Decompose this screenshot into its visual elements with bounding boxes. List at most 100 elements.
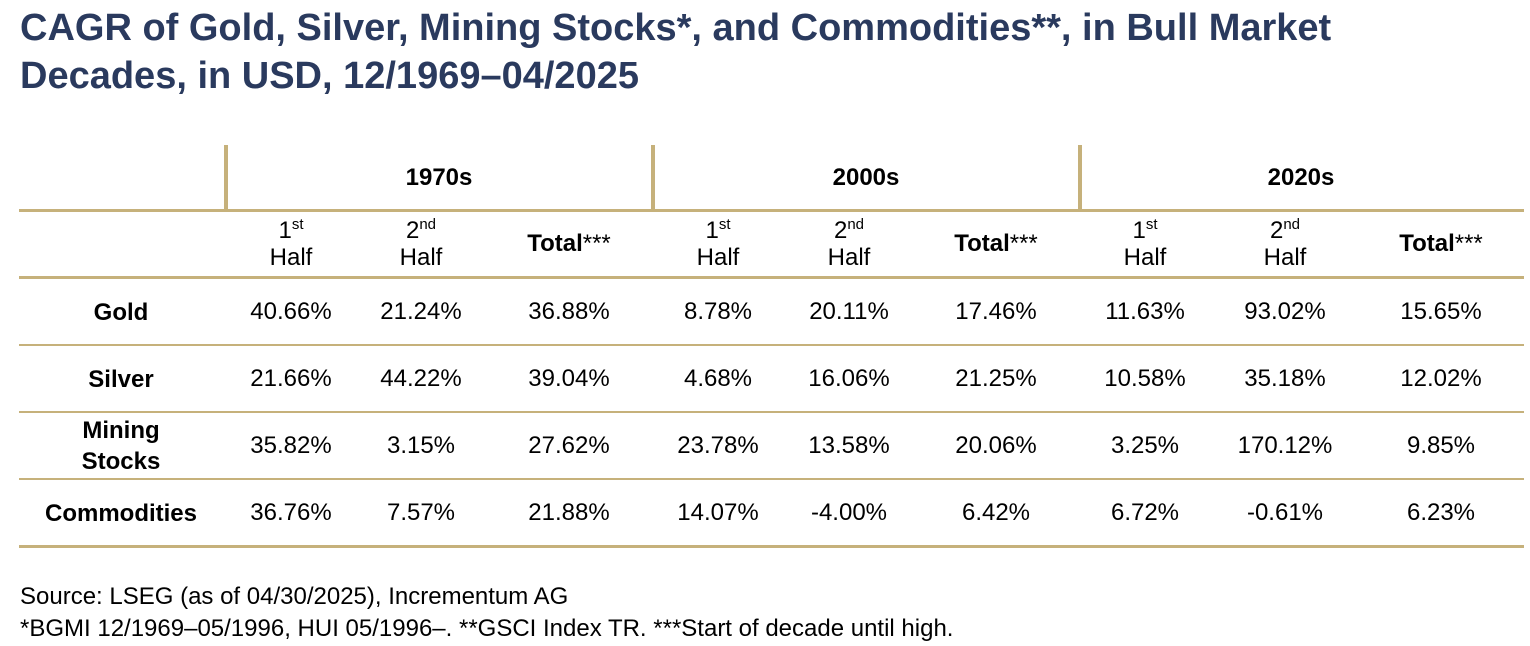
table-cell: 36.88% <box>528 298 610 325</box>
row-label: Gold <box>20 280 222 344</box>
table-cell: 44.22% <box>380 365 462 392</box>
table-rule <box>19 545 1524 548</box>
table-cell: 21.66% <box>250 365 332 392</box>
table-cell: 6.72% <box>1110 499 1180 526</box>
row-label: Silver <box>20 347 222 411</box>
half-word: Half <box>696 244 740 271</box>
ordinal-number: 2 <box>405 217 420 244</box>
ordinal-suffix: st <box>1145 216 1158 233</box>
subheader-first-half: 1st Half <box>221 212 361 276</box>
half-word: Half <box>269 244 313 271</box>
table-cell: 3.25% <box>1110 432 1180 459</box>
ordinal-suffix: nd <box>419 216 437 233</box>
table-cell: -0.61% <box>1246 499 1324 526</box>
ordinal-suffix: nd <box>847 216 865 233</box>
ordinal-suffix: nd <box>1283 216 1301 233</box>
table-cell: 6.42% <box>961 499 1031 526</box>
table-cell: 14.07% <box>677 499 759 526</box>
table-cell: 20.06% <box>955 432 1037 459</box>
table-cell: 3.15% <box>386 432 456 459</box>
subheader-second-half: 2nd Half <box>351 212 491 276</box>
table-rule <box>19 411 1524 413</box>
table-cell: 9.85% <box>1406 432 1476 459</box>
table-cell: 7.57% <box>386 499 456 526</box>
group-divider <box>1078 145 1082 211</box>
title-line-1: CAGR of Gold, Silver, Mining Stocks*, an… <box>20 7 1332 49</box>
subheader-total: Total *** <box>499 212 639 276</box>
table-cell: 10.58% <box>1104 365 1186 392</box>
half-word: Half <box>399 244 443 271</box>
table-cell: 20.11% <box>809 298 889 325</box>
ordinal-suffix: st <box>718 216 731 233</box>
table-cell: 35.82% <box>250 432 332 459</box>
half-word: Half <box>1263 244 1307 271</box>
row-label-line: Mining <box>82 417 160 444</box>
half-word: Half <box>827 244 871 271</box>
table-cell: 8.78% <box>683 298 753 325</box>
total-suffix: *** <box>582 230 611 257</box>
table-cell: 17.46% <box>955 298 1037 325</box>
table-cell: 39.04% <box>528 365 610 392</box>
table-rule <box>19 276 1524 279</box>
half-word: Half <box>1123 244 1167 271</box>
table-rule <box>19 344 1524 346</box>
table-cell: 27.62% <box>528 432 610 459</box>
table-cell: 93.02% <box>1244 298 1326 325</box>
ordinal: 1st <box>1132 217 1157 244</box>
table-cell: 35.18% <box>1244 365 1326 392</box>
ordinal: 2nd <box>834 217 864 244</box>
row-label-line: Silver <box>88 365 154 393</box>
row-label-line: Stocks <box>81 448 161 475</box>
table-cell: 16.06% <box>808 365 890 392</box>
total-word: Total <box>954 230 1010 257</box>
table-cell: 23.78% <box>677 432 759 459</box>
ordinal-number: 2 <box>833 217 848 244</box>
subheader-first-half: 1st Half <box>1075 212 1215 276</box>
ordinal: 1st <box>705 217 730 244</box>
subheader-total: Total *** <box>926 212 1066 276</box>
table-cell: 170.12% <box>1237 432 1333 459</box>
group-header-2000s: 2000s <box>832 164 900 191</box>
row-label: Commodities <box>20 481 222 545</box>
table-cell: 40.66% <box>250 298 332 325</box>
table-cell: 21.25% <box>955 365 1037 392</box>
total-suffix: *** <box>1009 230 1038 257</box>
subheader-first-half: 1st Half <box>648 212 788 276</box>
table-cell: 15.65% <box>1400 298 1482 325</box>
table-cell: -4.00% <box>810 499 888 526</box>
subheader-second-half: 2nd Half <box>779 212 919 276</box>
ordinal-suffix: st <box>291 216 304 233</box>
table-cell: 21.88% <box>528 499 610 526</box>
subheader-total: Total *** <box>1371 212 1511 276</box>
table-cell: 21.24% <box>380 298 462 325</box>
row-label-line: Gold <box>93 298 149 326</box>
source-line: Source: LSEG (as of 04/30/2025), Increme… <box>20 583 569 610</box>
title-line-2: Decades, in USD, 12/1969–04/2025 <box>20 55 639 97</box>
ordinal: 2nd <box>406 217 436 244</box>
total-word: Total <box>1399 230 1455 257</box>
ordinal: 1st <box>278 217 303 244</box>
table-cell: 12.02% <box>1400 365 1482 392</box>
row-label: Mining Stocks <box>20 414 222 478</box>
ordinal-number: 1 <box>705 217 719 244</box>
group-header-2020s: 2020s <box>1267 164 1335 191</box>
table-cell: 4.68% <box>683 365 753 392</box>
ordinal-number: 2 <box>1269 217 1284 244</box>
footnote-line: *BGMI 12/1969–05/1996, HUI 05/1996–. **G… <box>20 615 954 642</box>
group-divider <box>224 145 228 211</box>
total-suffix: *** <box>1454 230 1483 257</box>
ordinal: 2nd <box>1270 217 1300 244</box>
table-rule <box>19 478 1524 480</box>
table-rule <box>19 209 1524 212</box>
group-divider <box>651 145 655 211</box>
table-cell: 13.58% <box>808 432 890 459</box>
ordinal-number: 1 <box>1132 217 1146 244</box>
table-cell: 11.63% <box>1105 298 1185 325</box>
total-word: Total <box>527 230 583 257</box>
table-cell: 36.76% <box>250 499 332 526</box>
row-label-line: Commodities <box>44 499 197 527</box>
page-title: CAGR of Gold, Silver, Mining Stocks*, an… <box>20 4 1500 100</box>
table-cell: 6.23% <box>1406 499 1476 526</box>
ordinal-number: 1 <box>278 217 292 244</box>
group-header-1970s: 1970s <box>405 164 473 191</box>
